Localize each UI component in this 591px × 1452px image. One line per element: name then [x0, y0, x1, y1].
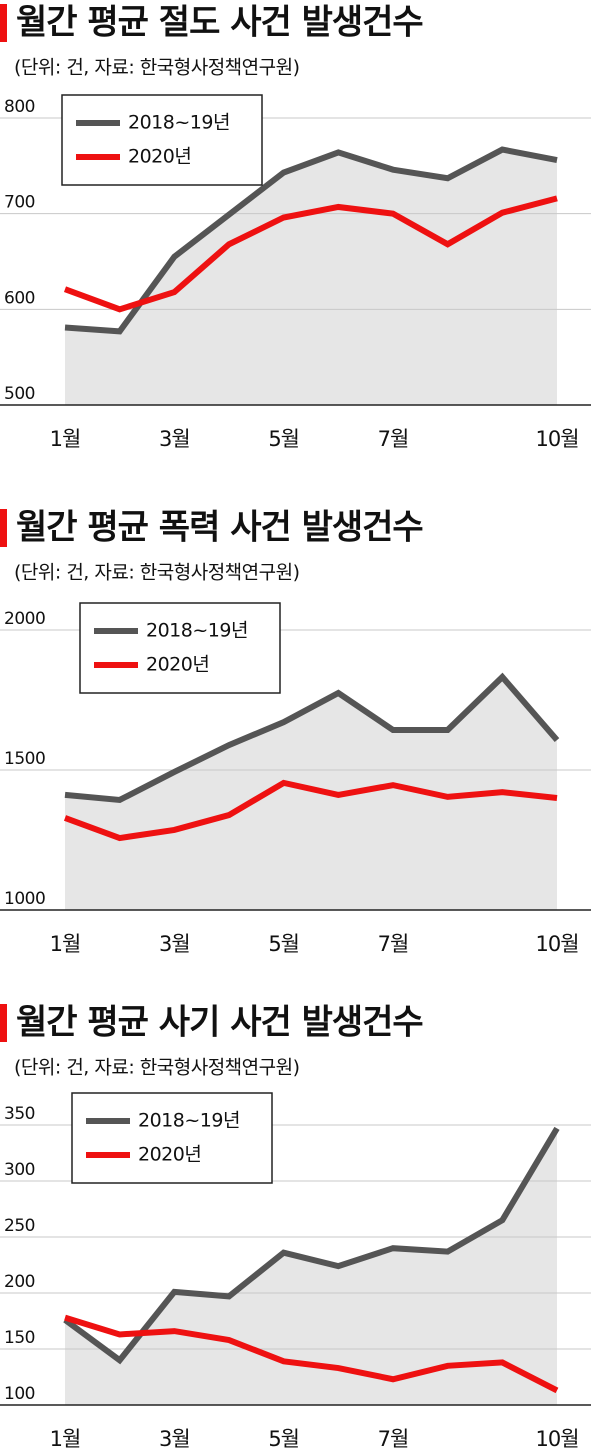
y-tick-label: 600 — [4, 288, 35, 308]
x-tick-label: 7월 — [378, 932, 409, 956]
series-line — [63, 1126, 560, 1365]
y-tick-label: 150 — [4, 1328, 35, 1348]
legend-label: 2020년 — [128, 146, 191, 168]
legend-label: 2018~19년 — [146, 620, 248, 642]
chart-subtitle: (단위: 건, 자료: 한국형사정책연구원) — [14, 1057, 300, 1079]
y-tick-label: 300 — [4, 1160, 35, 1180]
y-tick-label: 200 — [4, 1272, 35, 1292]
x-tick-label: 5월 — [268, 932, 299, 956]
chart-subtitle: (단위: 건, 자료: 한국형사정책연구원) — [14, 57, 300, 79]
legend-box — [71, 1092, 273, 1184]
series-line — [64, 146, 558, 335]
x-tick-label: 3월 — [159, 932, 190, 956]
series-line — [63, 779, 558, 842]
x-tick-label: 10월 — [535, 1427, 578, 1451]
y-tick-label: 350 — [4, 1104, 35, 1124]
legend-box — [61, 94, 263, 186]
x-tick-label: 5월 — [268, 427, 299, 451]
x-tick-label: 7월 — [378, 1427, 409, 1451]
series-line — [64, 672, 560, 804]
title-marker — [0, 4, 7, 42]
y-tick-label: 800 — [4, 97, 35, 117]
legend-box — [79, 602, 281, 694]
chart-title: 월간 평균 절도 사건 발생건수 — [16, 3, 423, 43]
title-marker — [0, 1004, 7, 1042]
legend-label: 2018~19년 — [128, 112, 230, 134]
x-tick-label: 1월 — [50, 1427, 81, 1451]
legend-label: 2018~19년 — [138, 1110, 240, 1132]
chart-title: 월간 평균 폭력 사건 발생건수 — [16, 508, 423, 548]
y-tick-label: 100 — [4, 1384, 35, 1404]
x-tick-label: 3월 — [159, 1427, 190, 1451]
chart-subtitle: (단위: 건, 자료: 한국형사정책연구원) — [14, 562, 300, 584]
x-tick-label: 10월 — [535, 932, 578, 956]
chart-title: 월간 평균 사기 사건 발생건수 — [16, 1003, 423, 1043]
y-tick-label: 1000 — [4, 889, 45, 909]
legend-label: 2020년 — [146, 654, 209, 676]
x-tick-label: 1월 — [50, 427, 81, 451]
y-tick-label: 250 — [4, 1216, 35, 1236]
x-tick-label: 1월 — [50, 932, 81, 956]
y-tick-label: 700 — [4, 193, 35, 213]
x-tick-label: 7월 — [378, 427, 409, 451]
series-line — [64, 1314, 559, 1394]
y-tick-label: 1500 — [4, 749, 45, 769]
legend-label: 2020년 — [138, 1144, 201, 1166]
series-line — [63, 195, 558, 313]
title-marker — [0, 509, 7, 547]
area-fill — [65, 677, 557, 910]
x-tick-label: 5월 — [268, 1427, 299, 1451]
area-fill — [65, 149, 557, 405]
x-tick-label: 10월 — [535, 427, 578, 451]
x-tick-label: 3월 — [159, 427, 190, 451]
y-tick-label: 2000 — [4, 609, 45, 629]
y-tick-label: 500 — [4, 384, 35, 404]
